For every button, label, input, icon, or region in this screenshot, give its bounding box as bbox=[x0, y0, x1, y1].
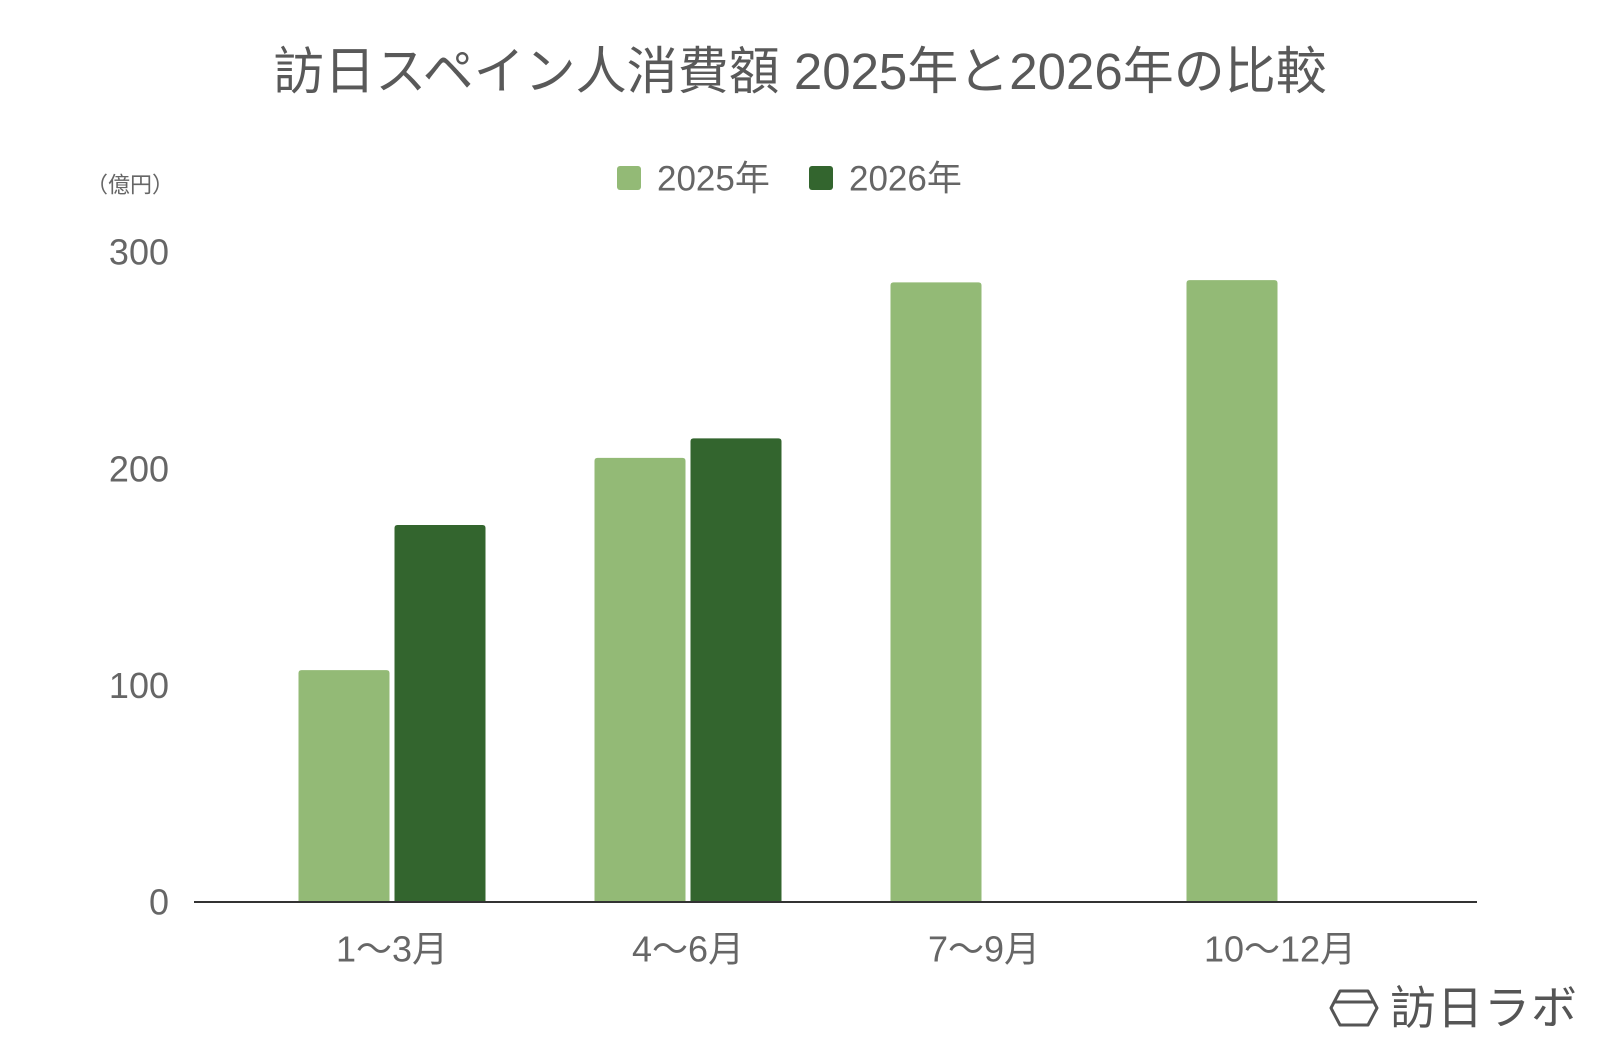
x-axis-ticks: 1〜3月 4〜6月 7〜9月 10〜12月 bbox=[336, 929, 1356, 970]
x-tick-label-1: 1〜3月 bbox=[336, 929, 448, 970]
bar-series1-cat4 bbox=[1186, 280, 1278, 903]
x-tick-label-4: 10〜12月 bbox=[1204, 929, 1356, 970]
bar-series1-cat1 bbox=[298, 670, 390, 902]
legend-label-series-2: 2026年 bbox=[849, 159, 962, 198]
legend-swatch-series-1 bbox=[617, 166, 641, 190]
y-tick-label-0: 0 bbox=[149, 882, 169, 923]
chart-title: 訪日スペイン人消費額 2025年と2026年の比較 bbox=[273, 43, 1327, 100]
y-axis-unit-label: （億円） bbox=[86, 173, 174, 198]
y-axis-ticks: 0 100 200 300 bbox=[109, 232, 169, 923]
bar-series1-cat2 bbox=[594, 457, 686, 902]
logo: 訪日ラボ bbox=[1329, 982, 1578, 1034]
hexagon-logo-icon bbox=[1329, 989, 1379, 1027]
legend: 2025年 2026年 bbox=[617, 159, 962, 198]
legend-swatch-series-2 bbox=[809, 166, 833, 190]
bar-series2-cat2 bbox=[690, 438, 782, 902]
bar-series1-cat3 bbox=[890, 282, 982, 902]
y-tick-label-100: 100 bbox=[109, 665, 169, 706]
x-tick-label-3: 7〜9月 bbox=[928, 929, 1040, 970]
legend-label-series-1: 2025年 bbox=[657, 159, 770, 198]
logo-text: 訪日ラボ bbox=[1390, 982, 1578, 1034]
bars bbox=[298, 280, 1278, 903]
y-tick-label-300: 300 bbox=[109, 232, 169, 273]
x-tick-label-2: 4〜6月 bbox=[632, 929, 744, 970]
y-tick-label-200: 200 bbox=[109, 448, 169, 489]
bar-series2-cat1 bbox=[394, 525, 486, 902]
